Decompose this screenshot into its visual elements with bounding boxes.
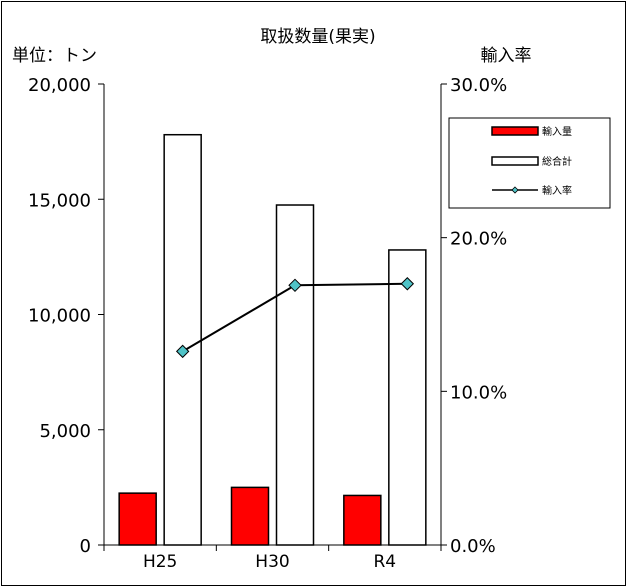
- chart-title: 取扱数量(果実): [260, 27, 375, 47]
- y-right-tick-label: 0.0%: [450, 536, 496, 557]
- y-left-tick-label: 0: [80, 536, 91, 557]
- y-left-tick-label: 10,000: [28, 306, 91, 327]
- y-right-axis-label: 輸入率: [481, 46, 532, 66]
- bar-総合計-R4: [388, 249, 427, 546]
- y-left-unit-label: 単位：トン: [12, 46, 97, 66]
- legend-label: 総合計: [542, 155, 572, 168]
- bar-輸入量-H25: [118, 492, 157, 546]
- x-tick-label: H30: [255, 552, 289, 572]
- y-right-ticks: 0.0% 10.0% 20.0% 30.0%: [441, 75, 507, 557]
- x-ticks: H25 H30 R4: [103, 545, 442, 572]
- y-left-tick-label: 20,000: [28, 75, 91, 96]
- legend-marker-輸入率: [511, 186, 519, 194]
- x-tick-label: R4: [374, 552, 397, 572]
- bar-総合計-H25: [163, 133, 202, 546]
- line-point-輸入率-H25: [175, 344, 190, 359]
- x-tick-label: H25: [143, 552, 177, 572]
- bar-輸入量-H30: [230, 486, 270, 546]
- line-point-輸入率-R4: [400, 277, 415, 291]
- legend-swatch-総合計: [491, 156, 539, 166]
- legend-label: 輸入率: [542, 184, 572, 197]
- y-left-tick-label: 5,000: [39, 421, 91, 442]
- legend-label: 輸入量: [542, 125, 572, 138]
- bar-総合計-H30: [275, 204, 315, 546]
- y-right-tick-label: 20.0%: [450, 229, 507, 250]
- bar-輸入量-R4: [343, 494, 382, 546]
- line-point-輸入率-H30: [288, 278, 302, 293]
- y-right-tick-label: 10.0%: [450, 382, 507, 403]
- y-right-tick-label: 30.0%: [450, 75, 507, 96]
- y-left-ticks: 0 5,000 10,000 15,000 20,000: [28, 75, 104, 557]
- line-series-group: [175, 277, 415, 359]
- legend-swatch-輸入量: [491, 126, 539, 136]
- y-left-tick-label: 15,000: [28, 190, 91, 211]
